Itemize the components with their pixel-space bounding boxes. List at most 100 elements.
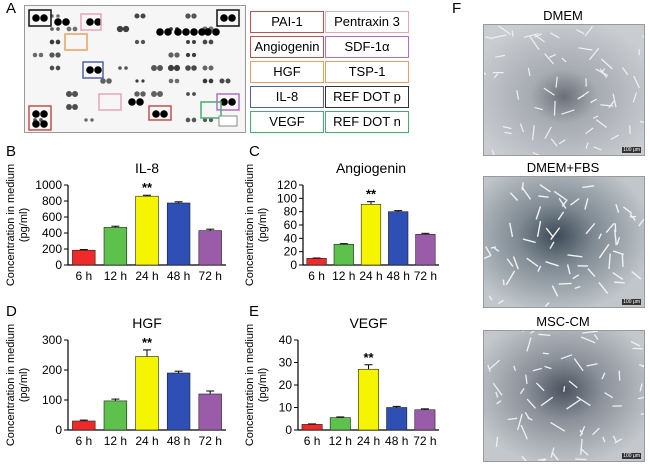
array-dot [192,92,196,96]
cell-strand [553,100,556,116]
cell-strand [629,213,636,221]
array-dot [208,117,214,123]
microscopy-image-dmem: 100 μm [483,24,645,156]
refdot-box-top-left [28,9,52,27]
y-tick-label: 400 [42,226,62,240]
cell-strand [567,254,583,258]
cell-strand [592,115,599,119]
x-tick-label: 12 h [329,434,352,448]
microscopy-image-dmem-fbs: 100 μm [483,176,645,308]
chart-title: IL-8 [135,160,159,176]
cell-strand [600,58,613,70]
legend-sdf1: SDF-1α [325,36,409,58]
x-tick-label: 12 h [104,434,127,448]
array-dot [157,65,163,71]
array-dot [128,98,136,106]
legend-angiogenin: Angiogenin [250,36,324,58]
significance-mark: ** [142,180,153,195]
cell-strand [587,268,596,278]
array-dot [225,78,231,84]
array-dots [28,9,240,131]
x-tick-label: 72 h [414,269,437,283]
bar [72,249,96,266]
refdot-box-bottom-left [28,105,52,131]
cell-strand [533,33,545,43]
cell-strand [493,247,500,252]
y-tick-label: 60 [284,218,298,232]
cell-strand [615,203,620,213]
y-tick-label: 100 [42,393,62,407]
array-dot [173,64,181,72]
cytokine-array-membrane [24,5,246,133]
array-dot [116,25,124,33]
array-dot [40,14,48,22]
array-dot [212,28,220,36]
pentraxin3-box [80,13,102,31]
cell-strand [519,388,525,395]
cell-strand [490,246,497,249]
cell-strand [526,257,539,267]
legend-refdot-p: REF DOT p [325,86,409,108]
cell-strand [574,285,581,290]
cell-strand [585,142,589,149]
array-dot [134,91,140,97]
x-tick-label: 72 h [199,434,222,448]
cell-strand [582,185,595,189]
bar [103,227,128,266]
cell-strand [509,192,519,201]
y-tick-label: 600 [42,210,62,224]
panel-letter-e: E [249,303,260,320]
cell-strand [488,359,500,370]
legend-hgf: HGF [250,61,324,83]
x-tick-label: 48 h [167,269,190,283]
microscopy-msc-cm-graphic [484,331,644,461]
cell-strand [485,246,492,256]
chart-title: HGF [132,315,162,331]
x-tick-label: 6 h [308,269,325,283]
array-dot [156,28,164,36]
cell-strand [590,98,598,104]
cell-strand [517,413,523,431]
cell-strand [523,33,539,38]
array-dot [151,65,157,71]
cell-strand [550,421,566,432]
chart-title: VEGF [349,315,387,331]
array-dot [54,18,62,26]
x-tick-label: 48 h [387,269,410,283]
cell-strand [536,220,542,238]
array-dot [191,117,197,123]
bar [198,230,222,266]
cell-strand [521,186,532,200]
legend-pentraxin3: Pentraxin 3 [325,11,409,33]
cell-strand [584,25,593,37]
cell-strand [579,425,586,437]
bar [72,420,96,431]
array-dot [122,25,130,33]
panel-letter-b: B [6,143,17,160]
cell-strand [502,279,505,286]
microscopy-image-msc-cm: 100 μm [483,330,645,462]
array-dot [134,13,140,19]
cell-strand [497,299,504,305]
array-dot [219,78,225,84]
cell-strand [585,222,596,235]
y-axis-label: Concentration in medium(pg/ml) [5,164,30,286]
array-dot [185,117,191,123]
cell-strand [631,271,642,280]
y-tick-label: 0 [55,258,62,272]
significance-mark: ** [363,350,374,365]
cell-strand [639,383,643,392]
cell-strand [544,302,550,307]
array-dot [135,79,139,83]
array-dot [202,78,208,84]
cell-strand [558,282,572,285]
array-dot [202,117,208,123]
cell-strand [576,396,591,407]
cell-strand [495,391,499,398]
array-dot [49,65,55,71]
y-tick-label: 20 [279,378,293,392]
cell-strand [532,151,540,155]
cell-strand [522,238,536,244]
chart-title: Angiogenin [336,160,406,176]
array-dot [141,79,145,83]
